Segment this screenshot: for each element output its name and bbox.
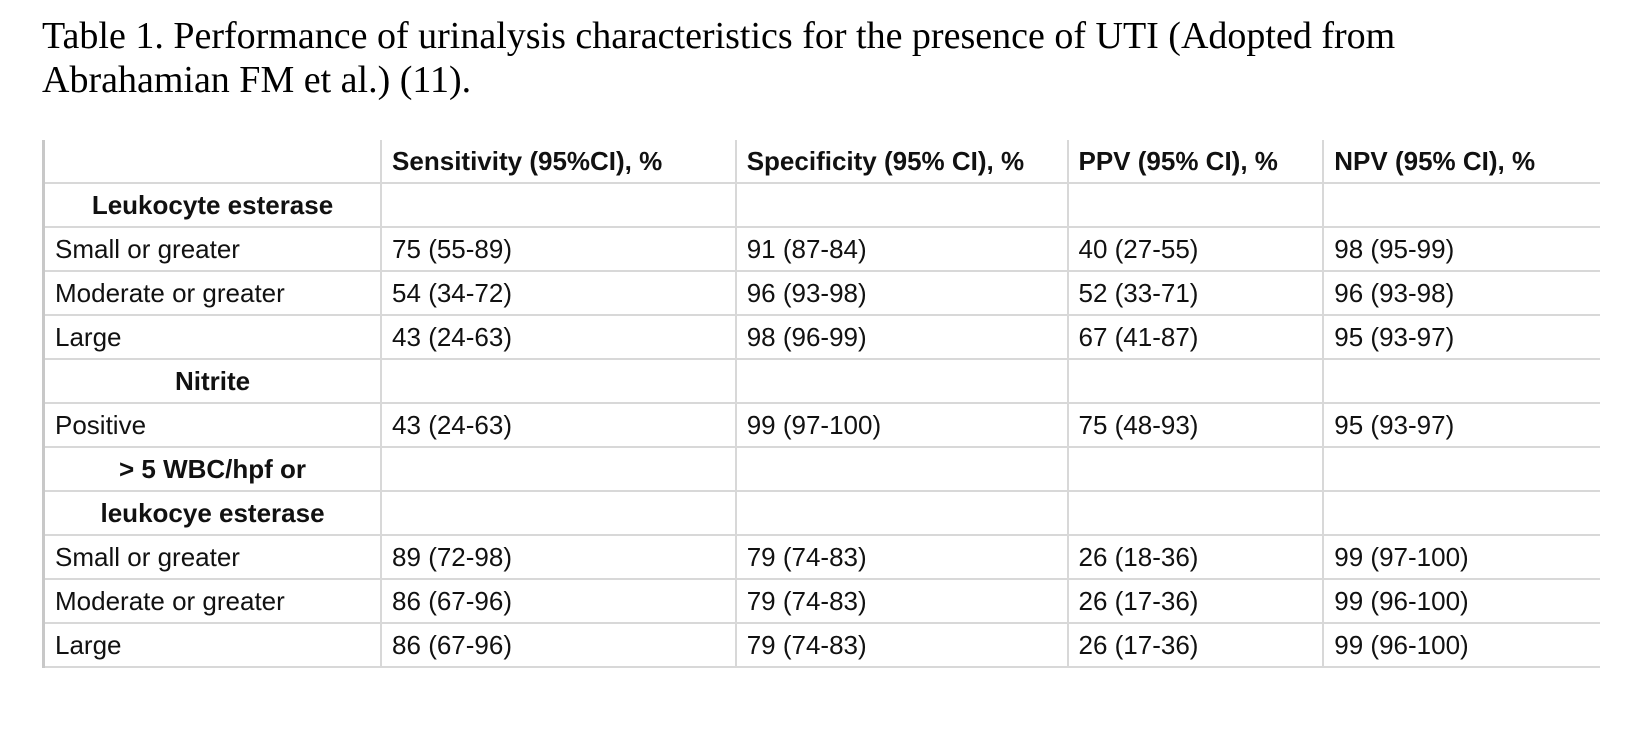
header-cell-specificity: Specificity (95% CI), %	[734, 140, 1068, 183]
section-row: Leukocyte esterase	[42, 182, 1600, 227]
table-row: Moderate or greater 86 (67-96) 79 (74-83…	[42, 578, 1600, 623]
table-row: Small or greater 89 (72-98) 79 (74-83) 2…	[42, 534, 1600, 579]
table-cell	[380, 182, 736, 227]
table-cell	[380, 358, 736, 403]
table-cell	[1066, 182, 1324, 227]
table-cell	[734, 446, 1068, 491]
section-row: leukocye esterase	[42, 490, 1600, 535]
table-cell: 40 (27-55)	[1066, 226, 1324, 271]
header-row: Sensitivity (95%CI), % Specificity (95% …	[42, 140, 1600, 183]
table-row: Large 43 (24-63) 98 (96-99) 67 (41-87) 9…	[42, 314, 1600, 359]
table-cell: 95 (93-97)	[1322, 314, 1600, 359]
table-container: Sensitivity (95%CI), % Specificity (95% …	[42, 140, 1600, 668]
table-cell: 52 (33-71)	[1066, 270, 1324, 315]
row-label: Small or greater	[42, 226, 382, 271]
table-cell: 95 (93-97)	[1322, 402, 1600, 447]
row-label: Moderate or greater	[42, 270, 382, 315]
table-cell: 86 (67-96)	[380, 578, 736, 623]
table-cell	[380, 490, 736, 535]
table-cell: 43 (24-63)	[380, 314, 736, 359]
header-cell-sensitivity: Sensitivity (95%CI), %	[380, 140, 736, 183]
section-row: Nitrite	[42, 358, 1600, 403]
section-label: Nitrite	[42, 358, 382, 403]
table-cell: 99 (96-100)	[1322, 578, 1600, 623]
table-row: Large 86 (67-96) 79 (74-83) 26 (17-36) 9…	[42, 622, 1600, 668]
header-cell-ppv: PPV (95% CI), %	[1066, 140, 1324, 183]
row-label: Large	[42, 314, 382, 359]
table-cell	[380, 446, 736, 491]
table-cell: 26 (17-36)	[1066, 622, 1324, 668]
table-caption: Table 1. Performance of urinalysis chara…	[42, 15, 1396, 101]
table-cell	[1322, 358, 1600, 403]
table-cell	[1066, 490, 1324, 535]
section-label: > 5 WBC/hpf or	[42, 446, 382, 491]
table-cell: 96 (93-98)	[1322, 270, 1600, 315]
table-cell: 26 (18-36)	[1066, 534, 1324, 579]
table-cell: 99 (96-100)	[1322, 622, 1600, 668]
table-cell: 89 (72-98)	[380, 534, 736, 579]
header-cell-npv: NPV (95% CI), %	[1322, 140, 1600, 183]
table-cell: 91 (87-84)	[734, 226, 1068, 271]
table-cell: 96 (93-98)	[734, 270, 1068, 315]
section-label: leukocye esterase	[42, 490, 382, 535]
table-cell: 98 (95-99)	[1322, 226, 1600, 271]
table-cell: 54 (34-72)	[380, 270, 736, 315]
table-cell	[1322, 490, 1600, 535]
table-cell: 79 (74-83)	[734, 534, 1068, 579]
table-cell: 98 (96-99)	[734, 314, 1068, 359]
row-label: Large	[42, 622, 382, 668]
table-cell	[734, 182, 1068, 227]
table-row: Small or greater 75 (55-89) 91 (87-84) 4…	[42, 226, 1600, 271]
table-cell	[1322, 446, 1600, 491]
table-cell	[734, 358, 1068, 403]
table-cell: 75 (48-93)	[1066, 402, 1324, 447]
section-label: Leukocyte esterase	[42, 182, 382, 227]
table-cell	[1066, 446, 1324, 491]
header-cell-blank	[42, 140, 382, 183]
table-cell: 99 (97-100)	[734, 402, 1068, 447]
table-cell: 79 (74-83)	[734, 622, 1068, 668]
table-cell: 43 (24-63)	[380, 402, 736, 447]
urinalysis-performance-table: Sensitivity (95%CI), % Specificity (95% …	[42, 140, 1600, 668]
table-row: Moderate or greater 54 (34-72) 96 (93-98…	[42, 270, 1600, 315]
section-row: > 5 WBC/hpf or	[42, 446, 1600, 491]
table-cell: 67 (41-87)	[1066, 314, 1324, 359]
row-label: Positive	[42, 402, 382, 447]
table-cell	[1066, 358, 1324, 403]
table-cell: 99 (97-100)	[1322, 534, 1600, 579]
row-label: Moderate or greater	[42, 578, 382, 623]
table-cell: 75 (55-89)	[380, 226, 736, 271]
row-label: Small or greater	[42, 534, 382, 579]
table-cell: 79 (74-83)	[734, 578, 1068, 623]
table-cell: 86 (67-96)	[380, 622, 736, 668]
table-cell	[734, 490, 1068, 535]
table-row: Positive 43 (24-63) 99 (97-100) 75 (48-9…	[42, 402, 1600, 447]
table-cell	[1322, 182, 1600, 227]
table-cell: 26 (17-36)	[1066, 578, 1324, 623]
